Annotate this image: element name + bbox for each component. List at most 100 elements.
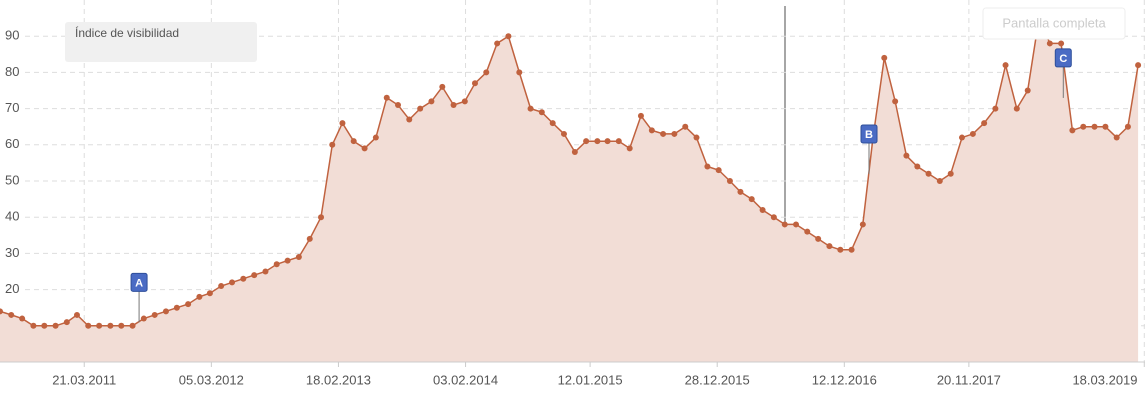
point (715, 167, 722, 174)
point (527, 105, 534, 112)
point (947, 170, 954, 177)
button-box[interactable] (982, 7, 1126, 40)
point (1046, 40, 1053, 47)
point (206, 290, 213, 297)
point (538, 109, 545, 116)
point (361, 145, 368, 152)
point (151, 311, 158, 318)
x-tick-label: 20.11.2017 (937, 372, 1001, 387)
point (395, 101, 402, 108)
point (826, 243, 833, 250)
point (450, 101, 457, 108)
point (372, 134, 379, 141)
point (406, 116, 413, 123)
point (516, 69, 523, 76)
x-tick-label: 18.03.2019 (1072, 372, 1137, 387)
point (748, 196, 755, 203)
point (318, 214, 325, 221)
point (815, 235, 822, 242)
point (118, 322, 125, 329)
point (781, 221, 788, 228)
point (85, 322, 92, 329)
fullscreen-button[interactable]: Pantalla completa (982, 7, 1126, 40)
area (0, 18, 1139, 362)
point (1013, 105, 1020, 112)
x-tick-label: 12.12.2016 (812, 372, 877, 387)
point (273, 261, 280, 268)
point (892, 98, 899, 105)
point (196, 293, 203, 300)
point (218, 282, 225, 289)
point (41, 322, 48, 329)
point (229, 279, 236, 286)
legend-box (65, 22, 257, 62)
point (0, 308, 3, 315)
point (185, 301, 192, 308)
point (483, 69, 490, 76)
y-tick-label: 80 (5, 64, 19, 79)
point (461, 98, 468, 105)
point (107, 322, 114, 329)
point (704, 163, 711, 170)
point (417, 105, 424, 112)
point (637, 112, 644, 119)
point (848, 246, 855, 253)
point (471, 80, 478, 87)
point (992, 105, 999, 112)
point (1091, 123, 1098, 130)
point (793, 221, 800, 228)
point (240, 275, 247, 282)
point (615, 138, 622, 145)
point (1058, 40, 1065, 47)
point (129, 322, 136, 329)
point (903, 152, 910, 159)
point (162, 308, 169, 315)
point (571, 149, 578, 156)
x-tick-label: 18.02.2013 (306, 372, 371, 387)
point (1002, 62, 1009, 69)
point (505, 33, 512, 40)
point (1069, 127, 1076, 134)
point (981, 120, 988, 127)
point (329, 141, 336, 148)
point (494, 40, 501, 47)
button-label[interactable]: Pantalla completa (1002, 15, 1106, 30)
flag-label: B (865, 129, 873, 141)
point (1102, 123, 1109, 130)
point (549, 120, 556, 127)
annotation-flag: C (1054, 48, 1072, 98)
point (1080, 123, 1087, 130)
point (914, 163, 921, 170)
point (936, 178, 943, 184)
flag-box (1054, 48, 1072, 68)
point (52, 322, 59, 329)
point (73, 311, 80, 318)
x-tick-label: 12.01.2015 (558, 372, 623, 387)
flag-box (130, 272, 148, 292)
x-tick-label: 28.12.2015 (685, 372, 750, 387)
flag-label: A (135, 277, 143, 289)
point (1124, 123, 1131, 130)
flag-box (860, 124, 878, 144)
point (306, 235, 313, 242)
point (295, 254, 302, 261)
point (1113, 134, 1120, 141)
point (583, 138, 590, 145)
point (1024, 87, 1031, 94)
point (837, 246, 844, 253)
point (262, 268, 269, 275)
point (881, 54, 888, 61)
point (770, 214, 777, 221)
point (969, 130, 976, 137)
point (804, 228, 811, 235)
annotation-flag: A (130, 272, 148, 323)
y-tick-label: 50 (5, 172, 19, 187)
point (140, 315, 147, 322)
point (859, 221, 866, 228)
y-tick-label: 30 (5, 245, 19, 260)
y-tick-label: 90 (5, 28, 19, 43)
point (594, 138, 601, 145)
point (8, 311, 15, 318)
point (19, 315, 26, 322)
